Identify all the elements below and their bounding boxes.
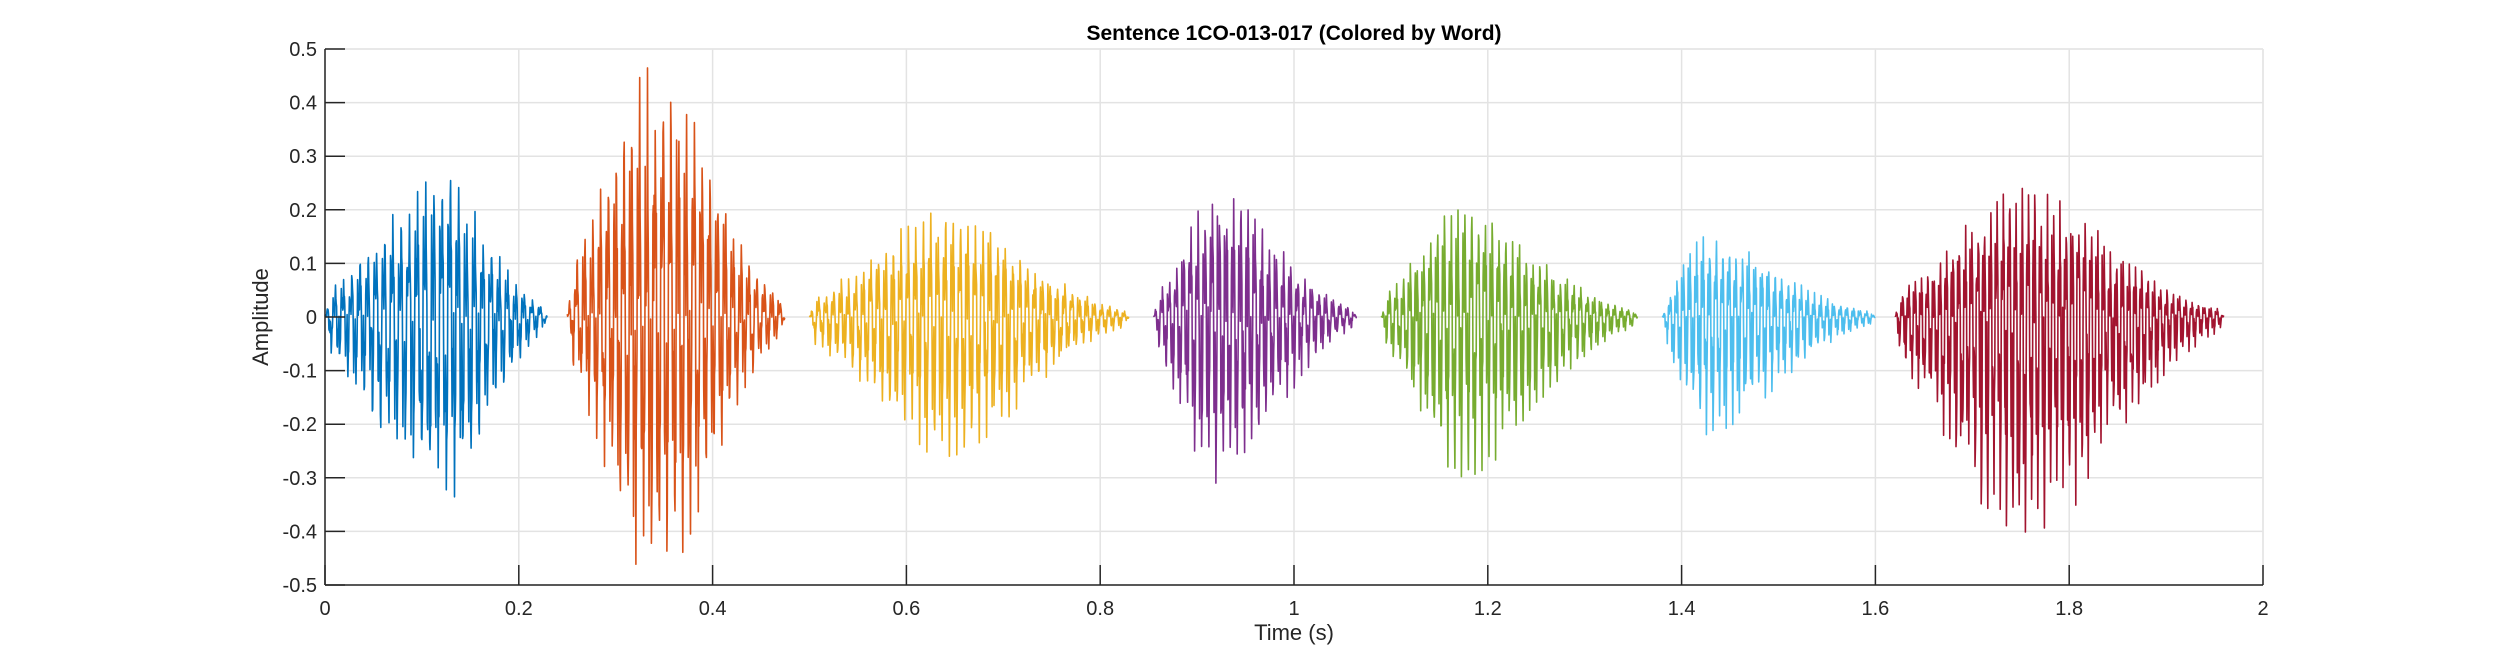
y-tick-label: 0.2 bbox=[289, 200, 317, 222]
waveform-segment-6 bbox=[1661, 236, 1876, 436]
chart-title: Sentence 1CO-013-017 (Colored by Word) bbox=[1086, 22, 1501, 45]
x-tick-label: 2 bbox=[2257, 598, 2268, 620]
waveform-segment-2 bbox=[566, 67, 786, 565]
x-tick-label: 1.6 bbox=[1861, 598, 1889, 620]
waveform-segment-3 bbox=[808, 212, 1130, 457]
x-tick-label: 1 bbox=[1288, 598, 1299, 620]
waveform-segment-5 bbox=[1380, 209, 1639, 478]
x-tick-label: 0.4 bbox=[699, 598, 727, 620]
axes: 0 0.2 0.4 0.6 0.8 1 1.2 1.4 1.6 1.8 2 0.5 0.4 0.3 0.2 0… bbox=[283, 39, 2269, 620]
y-tick-label: 0.3 bbox=[289, 146, 317, 168]
y-tick-label: -0.4 bbox=[283, 521, 317, 543]
waveform-segment-7 bbox=[1894, 187, 2225, 533]
waveform-segment-4 bbox=[1152, 198, 1358, 484]
y-tick-label: -0.3 bbox=[283, 468, 317, 490]
y-tick-label: -0.1 bbox=[283, 361, 317, 383]
y-tick-label: -0.2 bbox=[283, 414, 317, 436]
x-tick-label: 0.2 bbox=[505, 598, 533, 620]
x-tick-label: 1.2 bbox=[1474, 598, 1502, 620]
x-tick-label: 0.6 bbox=[892, 598, 920, 620]
x-tick-label: 0.8 bbox=[1086, 598, 1114, 620]
y-tick-label: 0.1 bbox=[289, 253, 317, 275]
x-tick-label: 1.4 bbox=[1668, 598, 1696, 620]
x-axis-label: Time (s) bbox=[1254, 620, 1334, 645]
series-group bbox=[324, 67, 2225, 565]
y-tick-label: 0.4 bbox=[289, 93, 317, 115]
x-tick-label: 1.8 bbox=[2055, 598, 2083, 620]
x-tick-label: 0 bbox=[319, 598, 330, 620]
y-axis-label: Amplitude bbox=[248, 268, 273, 366]
y-tick-label: -0.5 bbox=[283, 575, 317, 597]
waveform-segment-1 bbox=[324, 179, 548, 498]
y-tick-label: 0.5 bbox=[289, 39, 317, 61]
y-tick-label: 0 bbox=[306, 307, 317, 329]
